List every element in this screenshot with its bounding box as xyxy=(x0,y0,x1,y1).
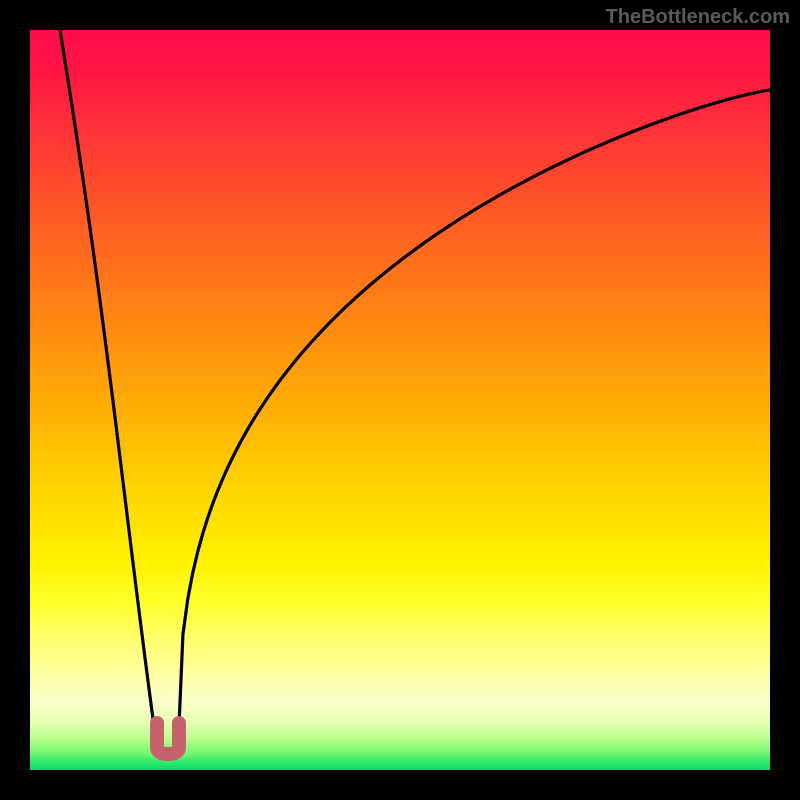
plot-area xyxy=(30,30,770,770)
chart-container: TheBottleneck.com xyxy=(0,0,800,800)
chart-svg xyxy=(0,0,800,800)
watermark-text: TheBottleneck.com xyxy=(606,6,790,29)
